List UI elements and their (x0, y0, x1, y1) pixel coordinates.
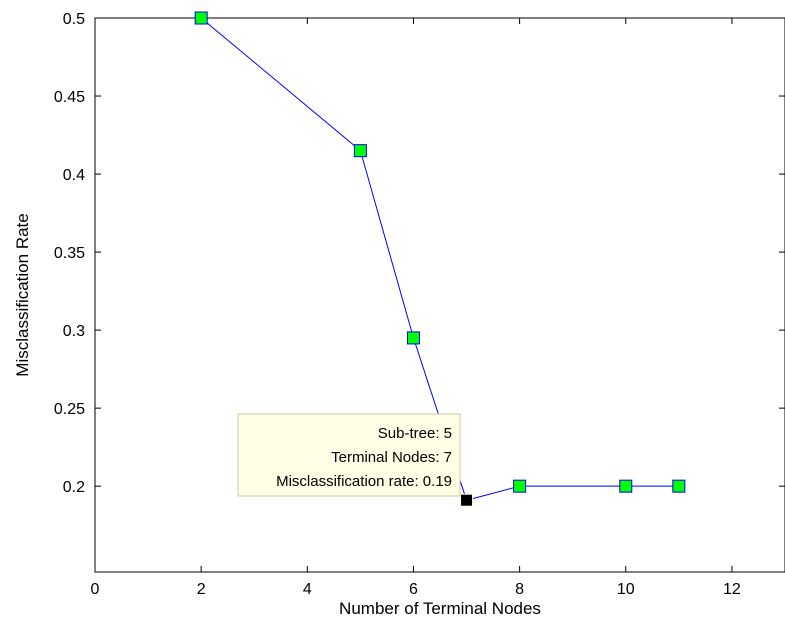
data-point[interactable] (672, 479, 686, 493)
x-axis-label: Number of Terminal Nodes (339, 599, 541, 618)
data-point[interactable] (406, 331, 420, 345)
data-point[interactable] (194, 11, 208, 25)
datatip-line-subtree: Sub-tree: 5 (378, 425, 452, 442)
datatip-box (237, 413, 461, 497)
x-tick-label: 0 (91, 581, 100, 598)
x-tick-label: 2 (197, 581, 206, 598)
datatip-line-misclassification: Misclassification rate: 0.19 (276, 473, 452, 490)
x-tick-label: 8 (515, 581, 524, 598)
y-tick-label: 0.45 (54, 89, 85, 106)
y-tick-label: 0.4 (63, 167, 85, 184)
y-tick-label: 0.3 (63, 323, 85, 340)
data-point[interactable] (619, 479, 633, 493)
data-point[interactable] (353, 144, 367, 158)
highlighted-data-point[interactable] (460, 493, 474, 507)
y-tick-label: 0.35 (54, 245, 85, 262)
y-tick-label: 0.25 (54, 401, 85, 418)
x-tick-label: 12 (723, 581, 741, 598)
axis-ticks: 0 2 4 6 8 10 12 0.2 0.25 0.3 0.35 0.4 0.45 0.5 (54, 11, 785, 598)
x-tick-label: 4 (303, 581, 312, 598)
y-tick-label: 0.5 (63, 11, 85, 28)
datatip: Sub-tree: 5 Terminal Nodes: 7 Misclassif… (237, 413, 461, 497)
datatip-line-terminal-nodes: Terminal Nodes: 7 (331, 449, 452, 466)
x-tick-label: 6 (409, 581, 418, 598)
x-tick-label: 10 (617, 581, 635, 598)
y-tick-label: 0.2 (63, 479, 85, 496)
data-point[interactable] (513, 479, 527, 493)
y-axis-label: Misclassification Rate (13, 213, 32, 376)
data-markers (194, 11, 686, 507)
